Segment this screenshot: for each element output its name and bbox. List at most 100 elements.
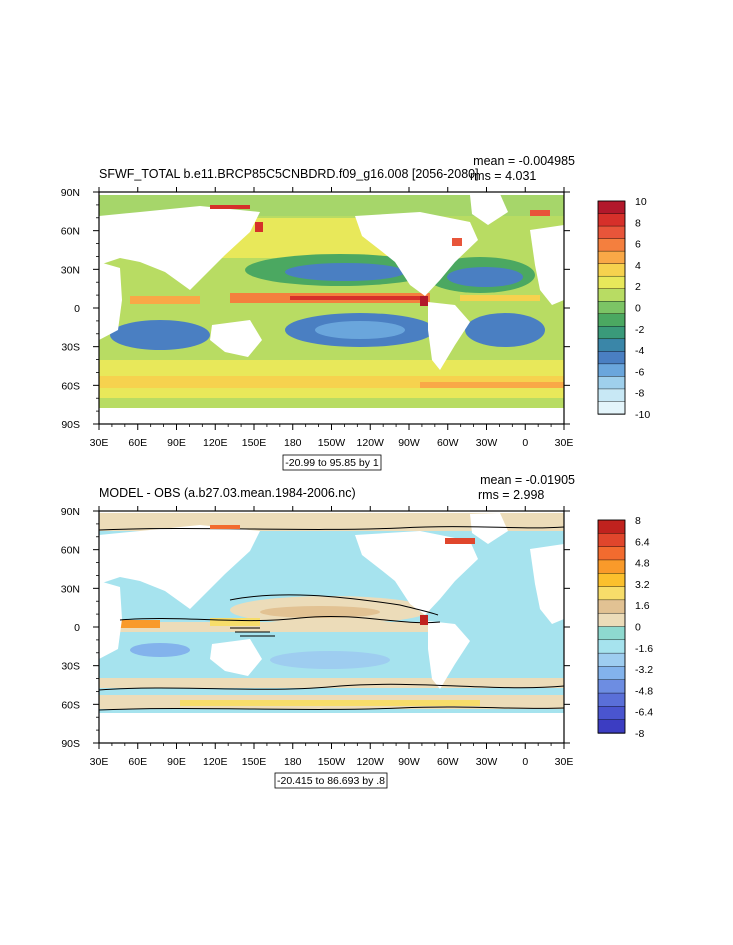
panel-1-spac-gyre-core — [315, 321, 405, 339]
panel-1-xtick-label: 60W — [437, 437, 459, 449]
panel-1-colorbar-label: -6 — [635, 366, 644, 378]
panel-1-colorbar-label: 6 — [635, 239, 641, 251]
panel-2-colorbar-swatch — [597, 599, 626, 614]
panel-1-ytick-label: 60N — [61, 226, 80, 238]
panel-1-colorbar-label: 10 — [635, 196, 647, 208]
panel-2-xtick-label: 60E — [128, 756, 147, 768]
panel-1-colorbar-swatch — [597, 351, 626, 365]
panel-2-xtick-label: 90W — [398, 756, 420, 768]
panel-1-colorbar-swatch — [597, 213, 626, 227]
panel-2-ytick-label: 90N — [61, 506, 80, 518]
panel-1-coastal-high-2 — [255, 222, 263, 232]
panel-2-range-box — [274, 772, 388, 789]
panel-2-colorbar-label: -6.4 — [635, 707, 653, 719]
panel-2-colorbar-label: 0 — [635, 622, 641, 634]
panel-2-indian-negative — [130, 643, 190, 657]
panel-1-colorbar-swatch — [597, 288, 626, 302]
panel-1-xtick-label: 60E — [128, 437, 147, 449]
panel-2-colorbar-swatch — [597, 586, 626, 601]
panel-1-coastal-high-4 — [420, 296, 428, 306]
panel-1-map — [99, 192, 564, 424]
panel-1-coastal-high-3 — [452, 238, 462, 246]
panel-2-range-note: -20.415 to 86.693 by .8 — [277, 775, 385, 787]
panel-2-ytick-label: 90S — [61, 738, 80, 750]
panel-1-xtick-label: 30E — [555, 437, 574, 449]
panel-2-contour-5 — [99, 526, 564, 531]
panel-1-ytick-label: 60S — [61, 380, 80, 392]
panel-1-xtick-label: 120W — [357, 437, 385, 449]
panel-2-coastal-high-2 — [445, 538, 475, 544]
panel-2-coastal-high-3 — [210, 525, 240, 529]
panel-1: SFWF_TOTAL b.e11.BRCP85C5CNBDRD.f09_g16.… — [61, 154, 650, 471]
panel-2-colorbar-swatch — [597, 652, 626, 668]
panel-1-ytick-label: 30S — [61, 342, 80, 354]
panel-1-ytick-label: 0 — [74, 303, 80, 315]
panel-2-colorbar-swatch — [597, 573, 626, 588]
panel-2-equatorial-band — [110, 622, 440, 632]
panel-1-south-america-land — [428, 302, 470, 370]
panel-1-xtick-label: 180 — [284, 437, 302, 449]
panel-2-greenland-land — [470, 513, 508, 544]
panel-2-colorbar-frame — [597, 519, 626, 734]
panel-2-xtick-label: 30E — [90, 756, 109, 768]
panel-1-itcz-core — [290, 296, 420, 300]
panel-2-colorbar-swatch — [597, 559, 626, 574]
panel-2-spac-negative — [270, 651, 390, 669]
panel-1-southern-band-1 — [99, 360, 564, 376]
panel-2-africa-land — [99, 581, 122, 659]
panel-2-xtick-label: 120W — [357, 756, 385, 768]
panel-2-colorbar-swatch — [597, 519, 626, 535]
panel-2-colorbar: 8 6.4 4.8 3.2 1.6 0 -1.6 -3.2 -4.8 -6.4 -8 — [597, 515, 653, 740]
panel-1-colorbar-swatch — [597, 363, 626, 378]
panel-2-north-polar-land — [99, 511, 564, 513]
panel-1-rms: rms = 4.031 — [470, 169, 536, 183]
panel-1-xtick-label: 90E — [167, 437, 186, 449]
panel-1-europe-africa-east-land — [530, 225, 564, 305]
panel-2-west-pac-high — [210, 618, 260, 626]
panel-1-range-box — [282, 454, 382, 471]
panel-1-colorbar: 10 8 6 4 2 0 -2 -4 -6 -8 -10 — [597, 196, 650, 421]
panel-2-ytick-label: 30S — [61, 661, 80, 673]
panel-1-colorbar-label: 8 — [635, 217, 641, 229]
panel-2-mean: mean = -0.01905 — [480, 473, 575, 487]
panel-2-colorbar-label: 6.4 — [635, 536, 650, 548]
panel-1-ytick-label: 30N — [61, 264, 80, 276]
panel-1-north-america-land — [355, 212, 478, 296]
panel-2-contour-2 — [229, 594, 439, 616]
panel-1-satl-gyre — [465, 313, 545, 347]
panel-2-coastal-high-1 — [420, 615, 428, 625]
panel-1-mean: mean = -0.004985 — [473, 154, 575, 168]
panel-1-xtick-label: 30E — [90, 437, 109, 449]
panel-2-contour-1 — [119, 615, 441, 624]
panel-2-map — [99, 511, 564, 743]
panel-2-europe-africa-east-land — [530, 544, 564, 624]
panel-1-southern-band-5 — [99, 398, 564, 408]
panel-2-contour-4 — [99, 706, 564, 711]
panel-1-title: SFWF_TOTAL b.e11.BRCP85C5CNBDRD.f09_g16.… — [99, 167, 479, 181]
panel-2-colorbar-swatch — [597, 612, 626, 628]
panel-2-xtick-label: 150E — [242, 756, 267, 768]
panel-1-colorbar-label: -10 — [635, 409, 650, 421]
panel-2-colorbar-label: 8 — [635, 515, 641, 527]
panel-1-colorbar-label: -8 — [635, 388, 644, 400]
panel-1-colorbar-swatch — [597, 401, 626, 415]
panel-1-colorbar-swatch — [597, 376, 626, 390]
panel-2-xtick-label: 180 — [284, 756, 302, 768]
panel-1-natl-gyre-core — [447, 267, 523, 287]
panel-2-australia-land — [210, 639, 262, 676]
panel-1-colorbar-swatch — [597, 326, 626, 340]
panel-1-colorbar-swatch — [597, 200, 626, 215]
panel-1-axes: 30E 60E 90E 120E 150E 180 150W 120W 90W 60W 30W 0 30… — [61, 187, 574, 449]
panel-1-ytick-label: 90N — [61, 187, 80, 199]
panel-1-colorbar-swatch — [597, 263, 626, 277]
panel-2-title: MODEL - OBS (a.b27.03.mean.1984-2006.nc) — [99, 486, 356, 500]
panel-1-npac-gyre-core — [285, 263, 405, 281]
panel-1-colorbar-swatch — [597, 313, 626, 327]
panel-1-xtick-label: 150W — [318, 437, 346, 449]
panel-1-colorbar-swatch — [597, 301, 626, 315]
panel-1-xtick-label: 120E — [203, 437, 228, 449]
panel-2-colorbar-label: 1.6 — [635, 600, 650, 612]
panel-1-colorbar-swatch — [597, 238, 626, 252]
panel-2-ytick-label: 30N — [61, 583, 80, 595]
